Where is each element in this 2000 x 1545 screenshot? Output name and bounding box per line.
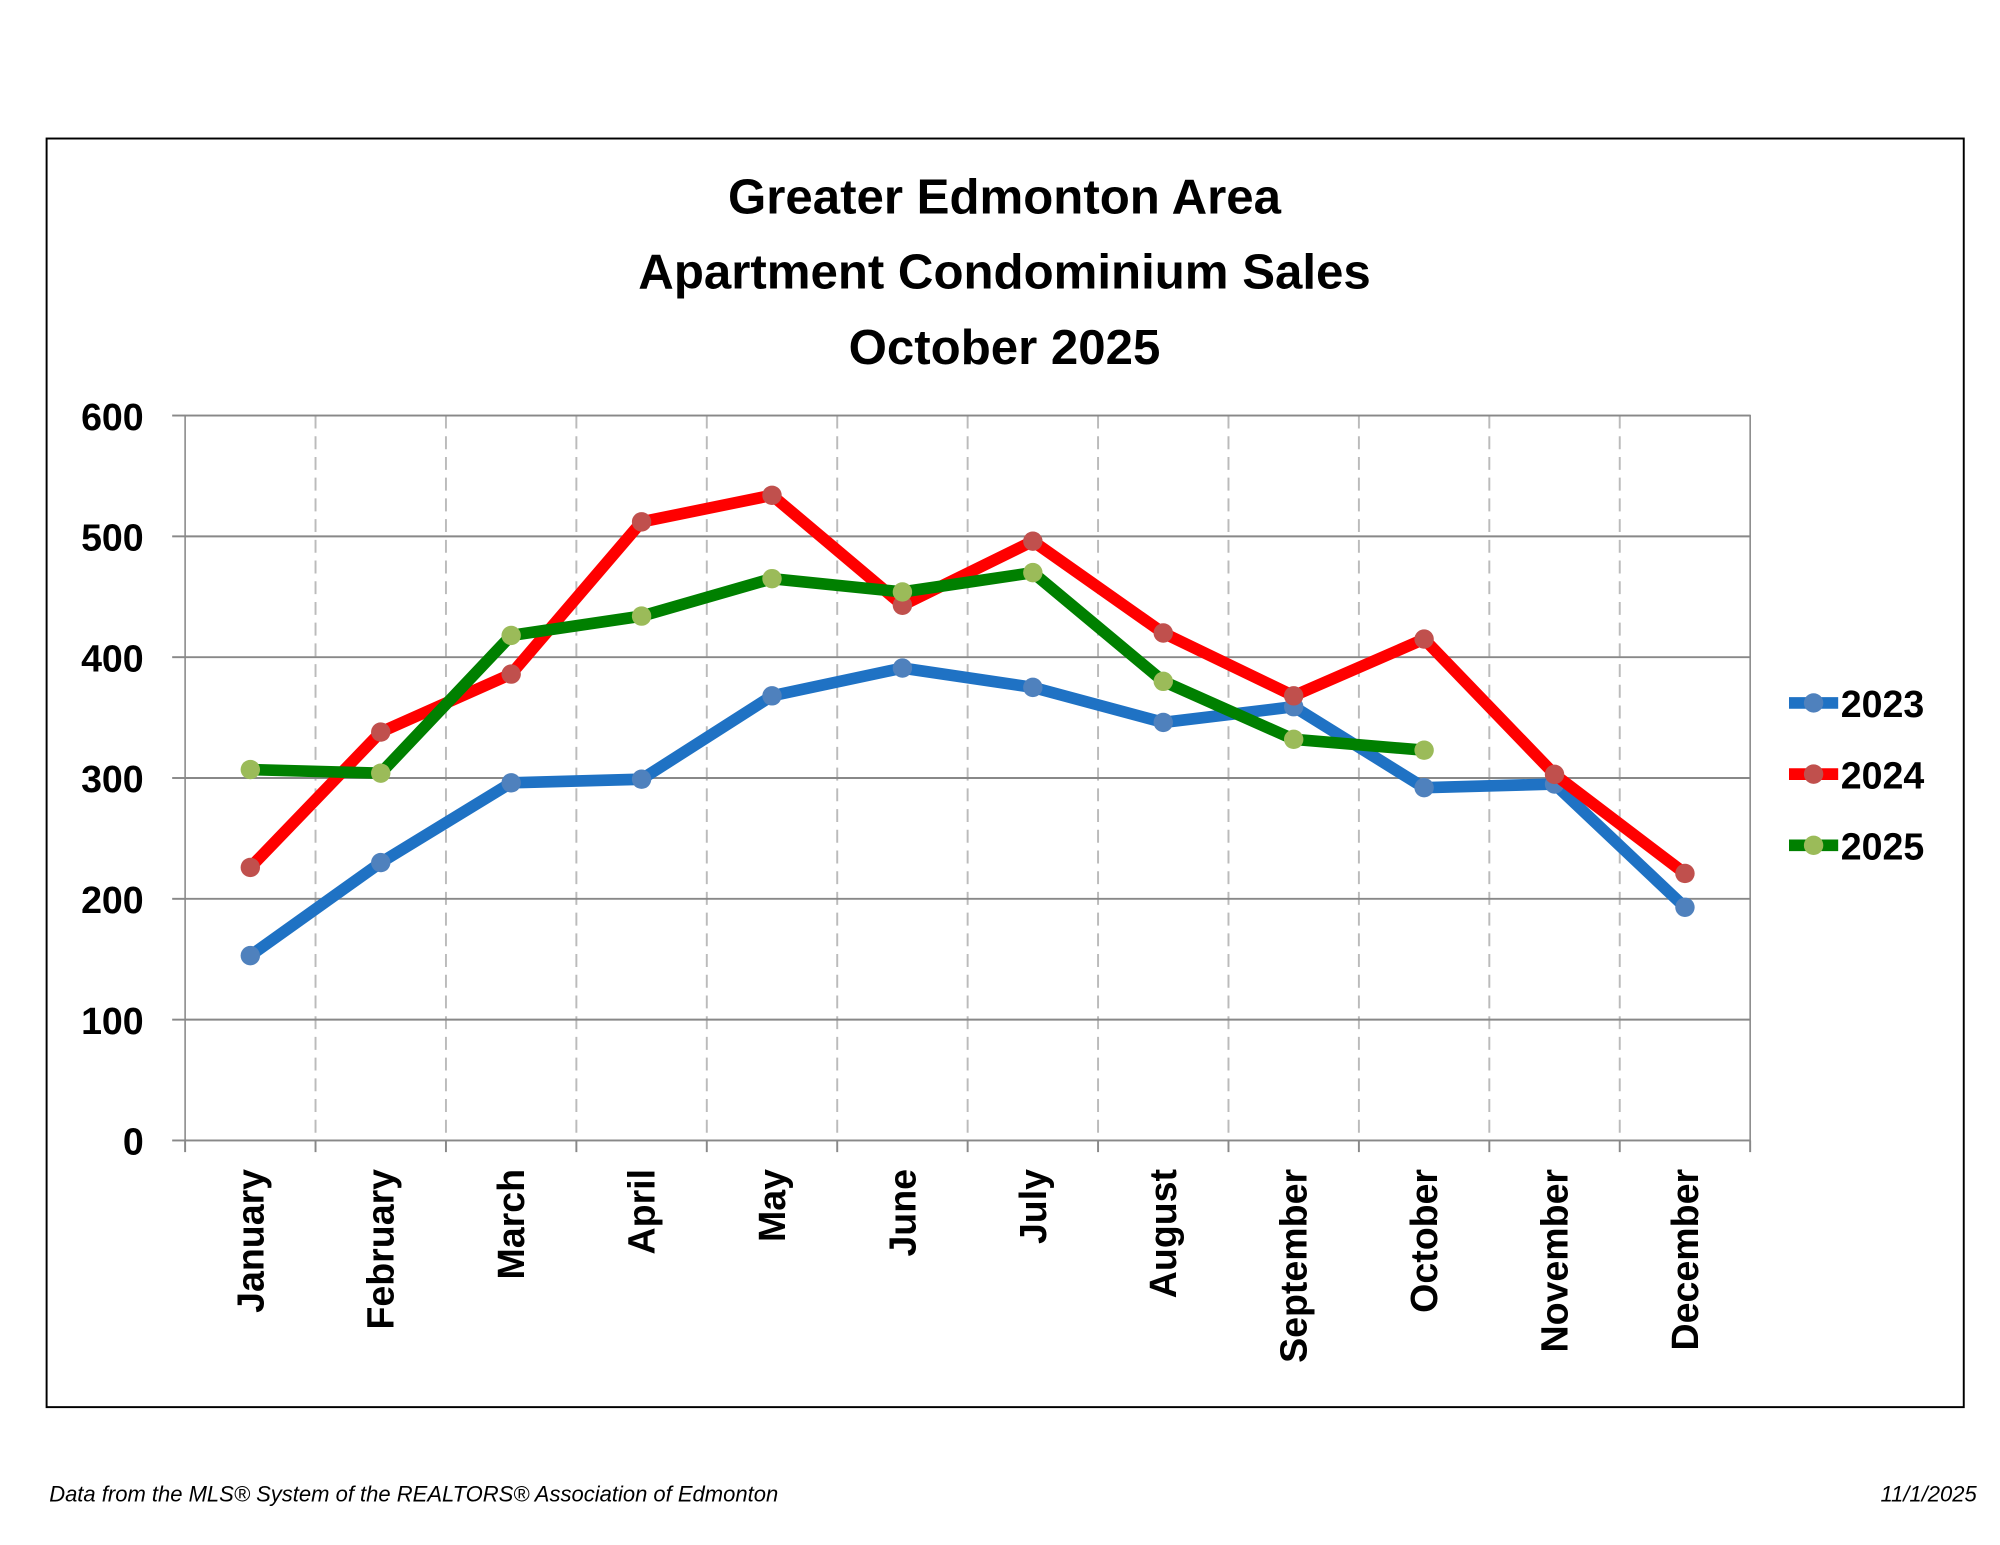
data-point (1023, 562, 1043, 583)
data-point (892, 582, 913, 602)
data-point (1675, 863, 1695, 884)
legend-marker (1803, 764, 1824, 784)
data-point (1153, 671, 1173, 692)
data-point (240, 759, 261, 780)
data-point (240, 857, 261, 878)
data-point (892, 658, 913, 678)
legend-marker (1803, 835, 1824, 856)
data-point (240, 945, 261, 966)
data-point (1283, 686, 1304, 706)
x-tick-label: July (1012, 1169, 1054, 1244)
data-point (1414, 777, 1434, 798)
series-line (246, 489, 1689, 879)
x-tick-label: September (1273, 1169, 1315, 1363)
data-point (1023, 531, 1043, 551)
data-point (1414, 740, 1434, 760)
y-tick-label: 100 (81, 1000, 144, 1042)
y-tick-label: 300 (81, 758, 144, 800)
chart-title: October 2025 (849, 320, 1161, 375)
x-tick-label: February (360, 1169, 402, 1330)
x-tick-label: April (621, 1169, 663, 1255)
y-tick-label: 0 (123, 1121, 144, 1163)
series-line (246, 662, 1689, 961)
chart-frame (45, 137, 1965, 1409)
legend-label: 2023 (1841, 683, 1925, 725)
data-point (631, 769, 652, 789)
legend-label: 2024 (1841, 754, 1925, 796)
y-tick-label: 500 (81, 517, 144, 559)
data-point (1023, 677, 1043, 698)
data-point (892, 595, 913, 615)
x-tick-label: March (490, 1169, 532, 1280)
legend-label: 2025 (1841, 826, 1925, 868)
data-point (1283, 729, 1304, 750)
data-point (501, 625, 521, 646)
data-point (631, 512, 652, 532)
y-tick-label: 200 (81, 879, 144, 921)
data-point (371, 763, 391, 783)
data-point (762, 485, 782, 505)
chart-title: Apartment Condominium Sales (638, 245, 1370, 300)
data-point (1153, 623, 1173, 643)
series-line (250, 566, 1425, 779)
y-tick-label: 400 (81, 637, 144, 679)
data-point (1153, 712, 1173, 733)
footer-date: 11/1/2025 (1880, 1482, 1977, 1507)
data-point (1414, 629, 1434, 649)
footer-source: Data from the MLS® System of the REALTOR… (49, 1482, 778, 1507)
data-point (501, 773, 521, 793)
x-tick-label: October (1403, 1169, 1445, 1313)
data-point (1544, 764, 1565, 785)
x-tick-label: June (881, 1169, 923, 1257)
data-point (371, 852, 391, 873)
data-point (762, 686, 782, 706)
chart-title: Greater Edmonton Area (728, 170, 1282, 225)
x-tick-label: November (1533, 1169, 1575, 1353)
x-tick-label: May (751, 1169, 793, 1242)
data-point (371, 722, 391, 742)
data-point (501, 664, 521, 684)
x-tick-label: August (1142, 1168, 1184, 1298)
data-point (762, 568, 782, 589)
x-tick-label: January (229, 1169, 271, 1313)
legend-marker (1803, 693, 1824, 713)
y-tick-label: 600 (81, 396, 144, 438)
data-point (631, 606, 652, 626)
x-tick-label: December (1664, 1169, 1706, 1351)
data-point (1675, 897, 1695, 917)
